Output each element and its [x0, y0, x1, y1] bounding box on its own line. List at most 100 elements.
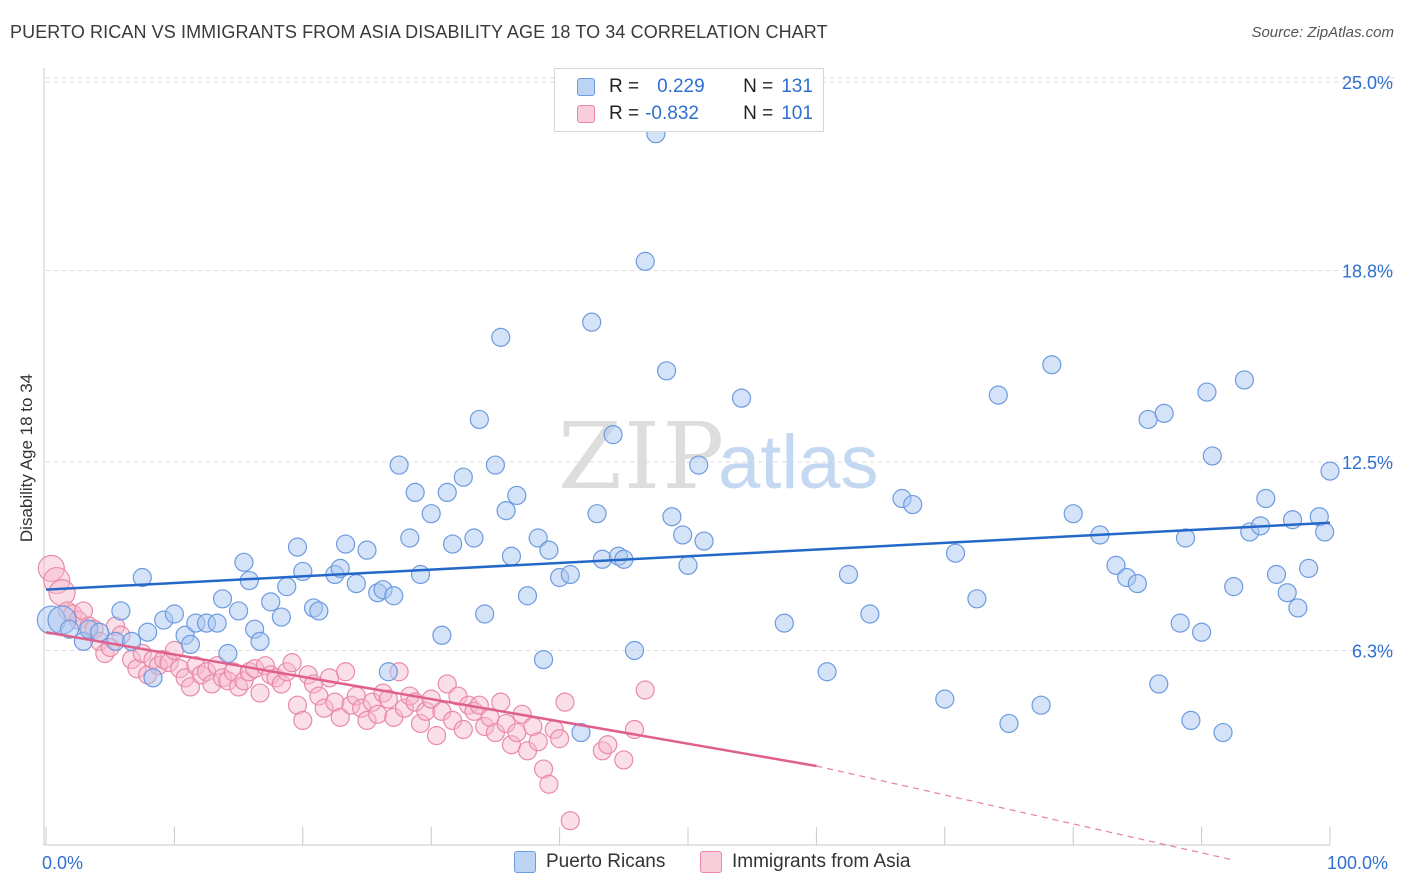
point-puerto-ricans [673, 525, 693, 545]
point-puerto-ricans [89, 622, 110, 642]
point-puerto-ricans [1202, 446, 1222, 466]
point-puerto-ricans [999, 713, 1019, 734]
point-puerto-ricans [271, 607, 291, 627]
point-puerto-ricans [143, 668, 163, 688]
point-puerto-ricans [475, 604, 495, 624]
point-puerto-ricans [378, 662, 398, 682]
y-tick-label-1: 12.5% [1342, 453, 1393, 473]
point-puerto-ricans [1315, 522, 1335, 542]
series-legend: Puerto Ricans Immigrants from Asia [0, 851, 1406, 877]
point-puerto-ricans [180, 634, 201, 655]
point-puerto-ricans [485, 455, 505, 475]
point-immigrants-from-asia [475, 716, 495, 737]
point-immigrants-from-asia [73, 601, 94, 621]
point-puerto-ricans [105, 631, 126, 651]
point-puerto-ricans [1256, 488, 1276, 509]
point-puerto-ricans [405, 482, 425, 502]
point-puerto-ricans [1191, 622, 1212, 642]
point-immigrants-from-asia [592, 741, 613, 761]
point-puerto-ricans [656, 361, 677, 381]
point-puerto-ricans [539, 540, 559, 560]
point-puerto-ricans [507, 485, 527, 506]
point-puerto-ricans [603, 425, 623, 445]
point-puerto-ricans [731, 388, 752, 408]
point-puerto-ricans [234, 552, 254, 572]
point-puerto-ricans [935, 689, 955, 709]
series-label: Puerto Ricans [546, 851, 666, 872]
point-puerto-ricans [1234, 370, 1255, 390]
point-puerto-ricans [1154, 403, 1174, 423]
point-puerto-ricans [678, 555, 698, 575]
point-immigrants-from-asia [635, 680, 655, 700]
point-puerto-ricans [384, 586, 404, 606]
chart-title: PUERTO RICAN VS IMMIGRANTS FROM ASIA DIS… [10, 22, 828, 42]
point-immigrants-from-asia [186, 656, 206, 676]
legend-swatch-blue [577, 78, 595, 96]
point-puerto-ricans [250, 631, 270, 651]
y-tick-label-2: 18.8% [1342, 261, 1393, 281]
point-puerto-ricans [1213, 722, 1233, 743]
point-puerto-ricans [582, 312, 602, 332]
point-puerto-ricans [469, 409, 489, 430]
point-puerto-ricans [277, 577, 297, 597]
point-immigrants-from-asia [314, 698, 334, 718]
legend-r-value: -0.832 [645, 103, 699, 124]
y-tick-label-3: 25.0% [1342, 73, 1393, 93]
point-immigrants-from-asia [491, 692, 511, 712]
point-immigrants-from-asia [437, 674, 457, 694]
y-tick-labels: 6.3% 12.5% 18.8% 25.0% [1342, 73, 1393, 661]
series-legend-immigrants-from-asia: Immigrants from Asia [700, 851, 910, 873]
point-immigrants-from-asia [357, 710, 377, 731]
point-puerto-ricans [496, 501, 516, 521]
point-puerto-ricans [309, 601, 329, 621]
point-puerto-ricans [1170, 613, 1190, 633]
point-puerto-ricans [689, 455, 709, 475]
series-swatch-pink [700, 851, 722, 873]
point-puerto-ricans [988, 385, 1008, 405]
trend-line-immigrants-from-asia [45, 631, 817, 768]
legend-row-puerto-ricans: R = 0.229 N = 131 [577, 75, 813, 99]
legend-swatch-pink [577, 105, 595, 123]
point-puerto-ricans [1288, 598, 1308, 618]
watermark-atlas: atlas [718, 420, 879, 505]
series-legend-puerto-ricans: Puerto Ricans [514, 851, 665, 873]
point-puerto-ricans [1031, 695, 1051, 715]
point-puerto-ricans [903, 494, 923, 515]
point-puerto-ricans [501, 546, 522, 566]
point-puerto-ricans [560, 564, 580, 585]
point-immigrants-from-asia [378, 689, 398, 709]
watermark: ZIP atlas [558, 403, 879, 510]
point-immigrants-from-asia [319, 668, 340, 688]
point-immigrants-from-asia [368, 704, 388, 724]
point-immigrants-from-asia [180, 677, 201, 697]
legend-r-label: R = [609, 76, 640, 97]
point-puerto-ricans [261, 592, 281, 612]
correlation-legend: R = 0.229 N = 131 R = -0.832 N = 101 [554, 68, 824, 132]
point-puerto-ricans [1320, 461, 1340, 481]
point-puerto-ricans [945, 543, 966, 563]
point-puerto-ricans [443, 534, 463, 554]
point-puerto-ricans [1106, 555, 1126, 575]
series-label: Immigrants from Asia [732, 851, 911, 872]
point-puerto-ricans [694, 531, 714, 551]
legend-n-label: N = [743, 76, 774, 97]
series-swatch-blue [514, 851, 536, 873]
legend-n-label: N = [743, 103, 774, 124]
point-puerto-ricans [1197, 382, 1217, 402]
point-immigrants-from-asia [202, 674, 222, 694]
point-immigrants-from-asia [250, 683, 270, 703]
y-tick-label-0: 6.3% [1352, 641, 1393, 661]
point-immigrants-from-asia [341, 695, 361, 715]
point-immigrants-from-asia [48, 579, 76, 607]
point-puerto-ricans [432, 625, 452, 645]
point-puerto-ricans [838, 564, 859, 585]
point-immigrants-from-asia [555, 692, 575, 712]
point-puerto-ricans [212, 589, 233, 609]
point-puerto-ricans [132, 567, 152, 588]
legend-r-label: R = [609, 103, 640, 124]
point-immigrants-from-asia [293, 710, 313, 731]
point-puerto-ricans [410, 564, 431, 585]
point-puerto-ricans [229, 601, 249, 621]
point-puerto-ricans [464, 528, 484, 548]
point-immigrants-from-asia [175, 668, 195, 688]
